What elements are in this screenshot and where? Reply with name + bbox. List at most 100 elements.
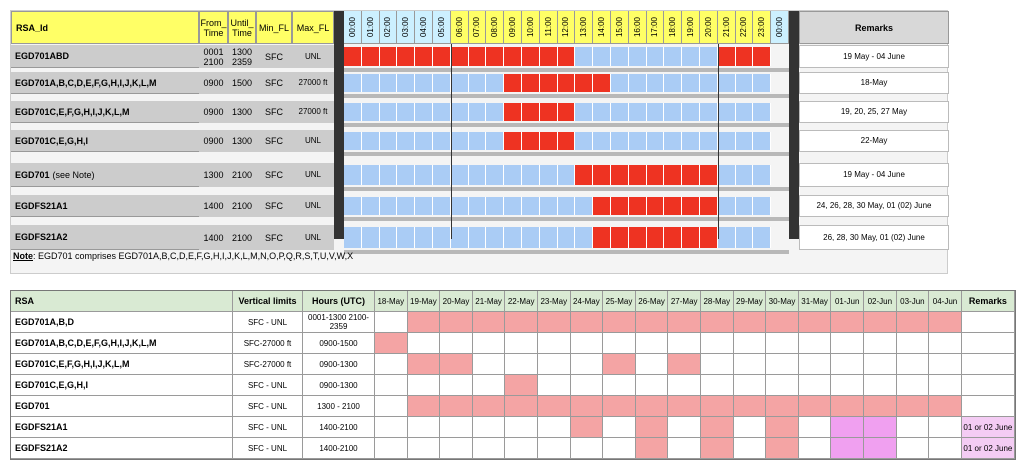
day-cell [864,417,897,438]
timeline-slot [611,197,629,215]
timeline-slot [575,74,594,92]
daily-schedule-table: RSA Vertical limits Hours (UTC) 18-May 19-Ma… [10,290,1016,460]
timeline-slot [344,74,362,92]
day-cell [570,354,604,375]
row-separator [344,250,789,254]
hour-label: 01:00 [361,11,380,44]
day-cell [766,312,799,333]
remarks-cell: 22-May [799,130,949,152]
day-cell [570,396,604,417]
day-cell [472,417,506,438]
rsa-cell: EGD701A,B,C,D,E,F,G,H,I,J,K,L,M [11,333,233,354]
day-cell [766,417,799,438]
timeline-slot [682,74,700,92]
header-rsa-id: RSA_Id [11,11,199,44]
day-cell [407,396,441,417]
timeline-slot [664,227,683,248]
hours-cell: 1300 - 2100 [303,396,375,417]
date-header: 28-May [701,291,734,312]
day-cell [701,312,734,333]
timeline-slot [682,165,700,185]
timeline-slot [539,197,558,215]
activation-timeline-table: RSA_Id From_ Time Until_ Time Min_FL Max_FL R… [10,10,949,274]
timeline-slot [344,47,362,66]
day-cell [798,354,832,375]
timeline-slot [557,165,576,185]
timeline-slot [344,132,362,150]
timeline-slot [397,103,416,121]
day-cell [668,333,701,354]
timeline-slot [433,74,451,92]
day-cell [668,417,701,438]
remarks-cell [961,396,1015,417]
day-cell [440,396,473,417]
hours-cell: 1400-2100 [303,438,375,459]
day-cell [538,396,571,417]
day-cell [440,438,473,459]
timeline-slot [504,165,522,185]
timeline-slot [646,47,665,66]
day-cell [668,438,701,459]
rsa-id-text: EGDFS21A2 [15,232,68,242]
day-cell [831,438,864,459]
remarks-cell: 19, 20, 25, 27 May [799,101,949,123]
hour-text: 13:00 [579,16,589,38]
day-cell [505,333,538,354]
timeline-slot [611,47,629,66]
timeline-slot [753,165,772,185]
timeline-slot [433,227,451,248]
min-fl-cell: SFC [256,195,292,217]
timeline-slot [522,165,540,185]
day-cell [375,438,408,459]
timeline-slot [450,47,469,66]
rsa-id-cell: EGDFS21A2 [11,225,199,250]
timeline-slot [682,103,700,121]
day-cell [701,375,734,396]
hour-label: 05:00 [433,11,451,44]
timeline-slot [753,47,772,66]
hour-text: 07:00 [472,16,482,38]
day-cell [929,333,962,354]
timeline-slot [557,74,576,92]
timeline-slot [450,165,469,185]
until-time-cell: 1500 [228,72,256,94]
day-cell [440,375,473,396]
hour-label: 16:00 [628,11,647,44]
timeline-slot [522,74,540,92]
date-header: 02-Jun [864,291,897,312]
timeline-slot [664,47,683,66]
timeline-slot [450,197,469,215]
hour-label: 06:00 [450,11,469,44]
day-cell [864,438,897,459]
timeline-slot [361,197,380,215]
date-header: 29-May [733,291,767,312]
timeline-slot [397,227,416,248]
rsa-id-cell: EGD701C,E,G,H,I [11,130,199,152]
day-cell [766,354,799,375]
timeline-slot [522,132,540,150]
day-cell [668,312,701,333]
timeline-slot [646,103,665,121]
day-cell [538,312,571,333]
timeline-slot [433,165,451,185]
day-cell [603,354,636,375]
row-separator [344,123,789,127]
timeline-slot [700,227,718,248]
header-vertical-limits: Vertical limits [233,291,303,312]
timeline-slot [468,74,487,92]
hours-cell: 0900-1300 [303,375,375,396]
day-cell [733,438,767,459]
timeline-slot [504,227,522,248]
timeline-slot [486,74,505,92]
hour-label: 08:00 [486,11,505,44]
day-cell [929,375,962,396]
timeline-slot [344,103,362,121]
timeline-slot [646,165,665,185]
day-cell [538,375,571,396]
timeline-slot [753,227,772,248]
date-header: 18-May [375,291,408,312]
timeline-slot [397,47,416,66]
hour-text: 19:00 [686,16,696,38]
timeline-slot [646,197,665,215]
timeline-slot [557,47,576,66]
